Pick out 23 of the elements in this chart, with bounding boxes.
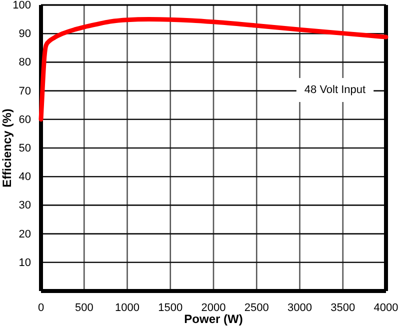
y-tick-label: 50 [18,142,31,155]
x-tick-label: 3500 [330,302,356,314]
x-axis-title: Power (W) [184,312,243,326]
y-tick-label: 20 [18,228,31,240]
annotation: 48 Volt Input [304,84,366,96]
y-tick-label: 90 [18,28,31,40]
x-tick-label: 2000 [201,302,226,314]
y-tick-label: 30 [18,200,31,212]
x-tick-label: 3000 [288,302,312,314]
y-tick-label: 40 [18,171,31,184]
x-tick-label: 1000 [115,302,140,314]
x-tick-label: 0 [38,302,44,314]
x-tick-label: 1500 [158,302,183,314]
y-axis-title: Efficiency (%) [0,108,14,188]
y-tick-label: 10 [18,256,31,269]
y-tick-label: 80 [18,56,31,69]
y-tick-label: 60 [18,114,31,126]
line-series [38,17,388,122]
x-tick-label: 4000 [374,302,398,314]
y-tick-label: 100 [12,0,31,12]
x-tick-label: 500 [74,302,94,314]
x-tick-label: 2500 [244,302,269,314]
y-tick-label: 70 [18,85,31,98]
